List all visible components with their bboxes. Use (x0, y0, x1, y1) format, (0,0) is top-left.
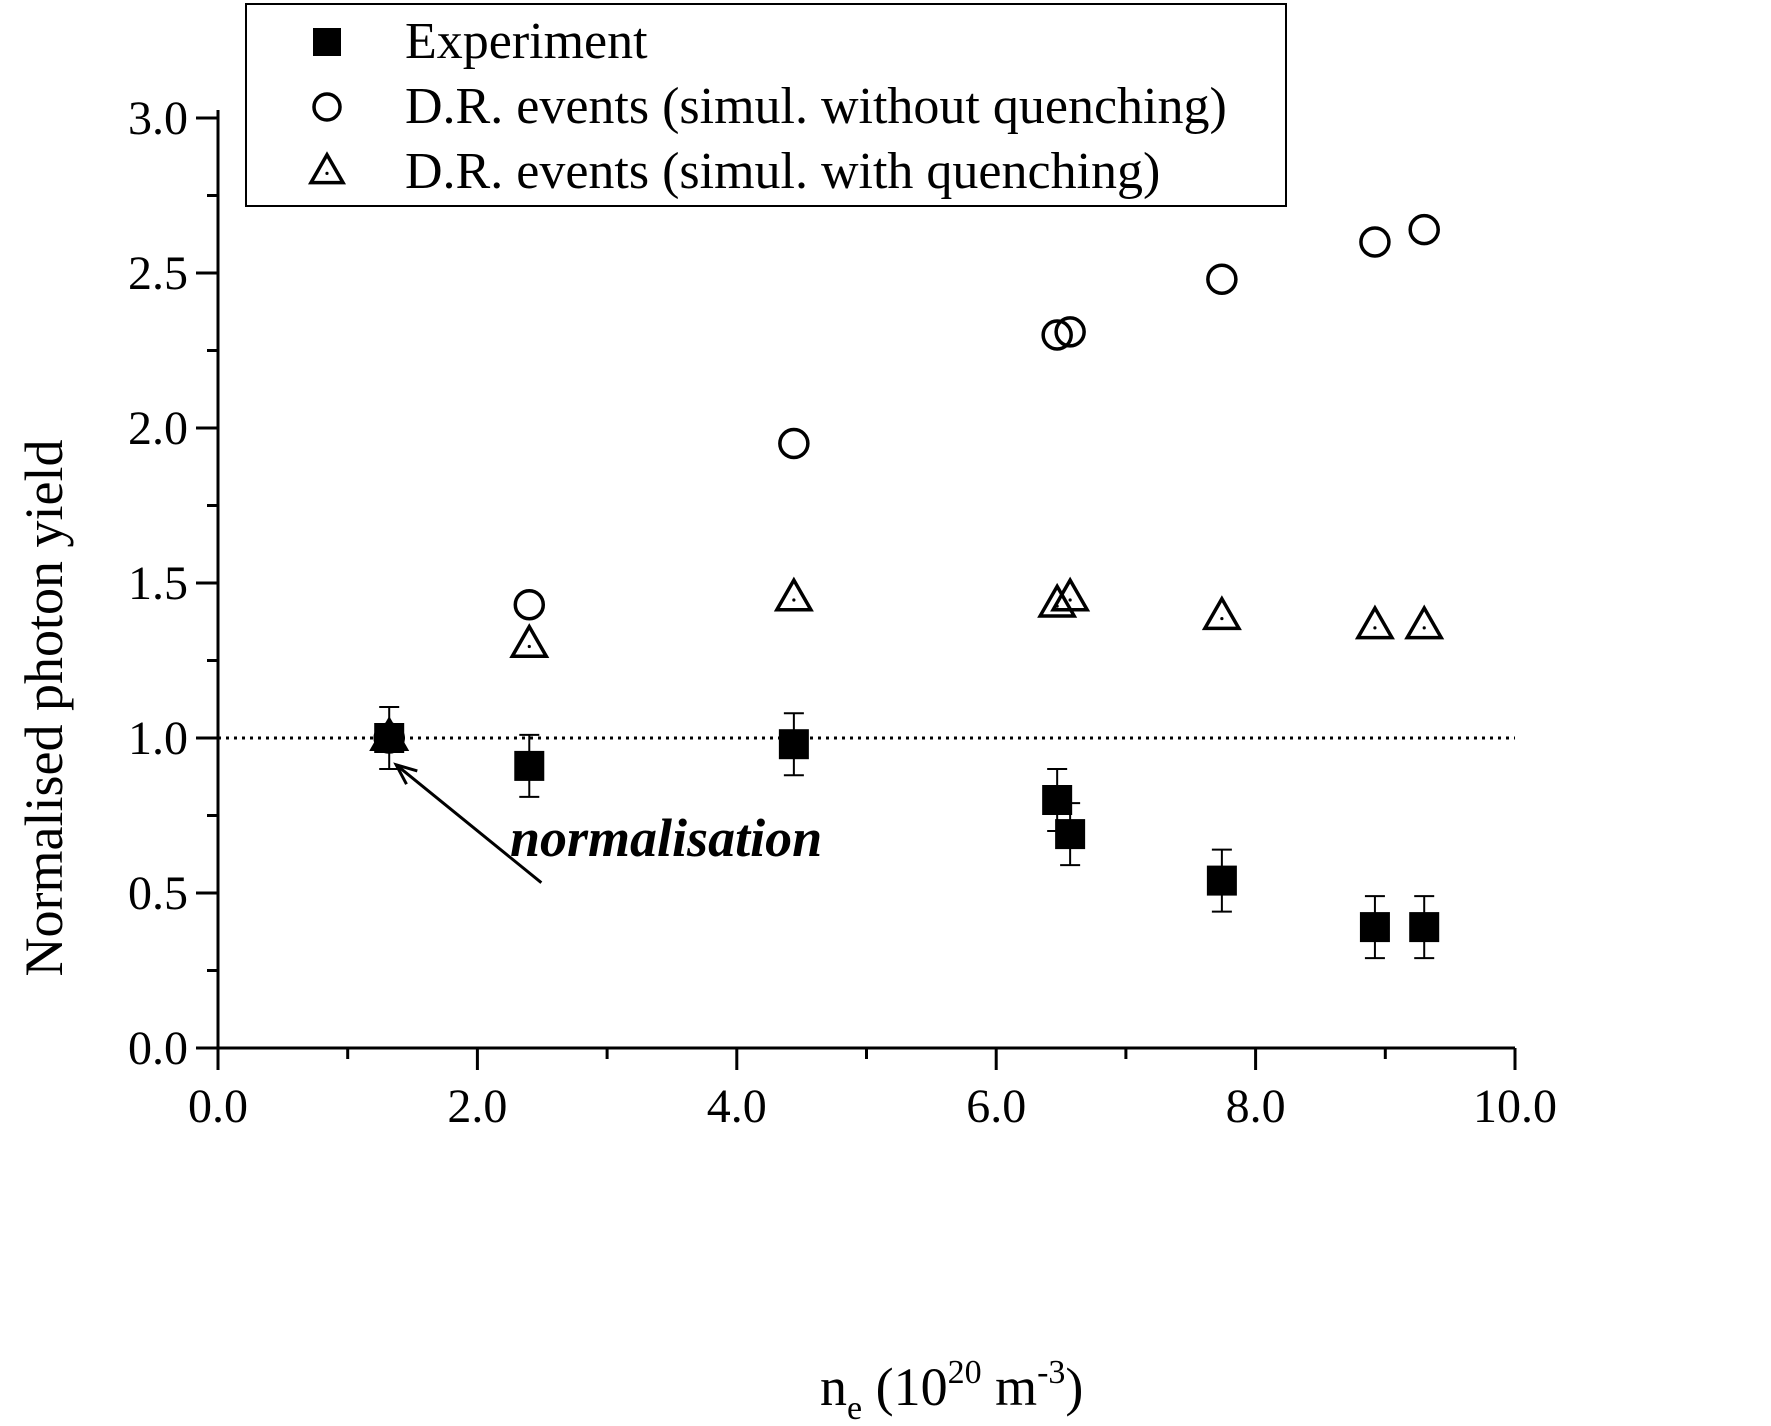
annotation-arrowhead (393, 762, 418, 785)
legend-marker-quench (307, 151, 347, 185)
legend-marker-experiment (313, 28, 341, 56)
x-tick-label: 0.0 (188, 1080, 248, 1133)
no-quench-point (1206, 263, 1238, 295)
experiment-point (514, 750, 545, 781)
quench-point (773, 576, 814, 612)
quench-point (1354, 604, 1395, 640)
x-axis-title-main: n (820, 1357, 847, 1417)
y-tick-label: 1.0 (128, 712, 188, 765)
quench-point-dot (1422, 626, 1426, 630)
no-quench-point (778, 427, 810, 460)
experiment-point (778, 729, 809, 760)
quench-point (1037, 582, 1078, 618)
quench-point-dot (1220, 616, 1224, 621)
legend: Experiment D.R. events (simul. without qu… (245, 3, 1287, 207)
quench-point (1201, 595, 1242, 631)
legend-label: D.R. events (simul. without quenching) (405, 78, 1227, 135)
x-axis-title-post: ) (1065, 1357, 1083, 1417)
y-axis-title: Normalised photon yield (14, 440, 74, 977)
legend-marker-no-quench (312, 92, 342, 122)
y-tick-label: 3.0 (128, 92, 188, 145)
no-quench-point (373, 722, 405, 754)
annotation-text: normalisation (510, 808, 822, 868)
y-tick-label: 0.5 (128, 867, 188, 920)
quench-point-dot (1068, 598, 1072, 602)
legend-label: Experiment (405, 13, 648, 70)
plot-area: 0.0 0.5 1.0 1.5 2.0 2.5 3.0 0.0 2.0 4.0 6.0 8.0 10.0… (128, 92, 1557, 1133)
x-axis-title-pre: (10 (862, 1357, 947, 1417)
experiment-point (1409, 912, 1440, 943)
x-axis-title-mid: m (982, 1357, 1038, 1417)
x-tick-label: 2.0 (447, 1080, 507, 1133)
no-quench-point (1359, 226, 1391, 258)
x-axis-title-sup1: 20 (948, 1354, 982, 1391)
series-open-triangle (369, 576, 1445, 751)
quench-point (369, 716, 410, 751)
quench-point-dot (527, 644, 531, 649)
experiment-point (1359, 912, 1390, 943)
x-axis-title-sup2: -3 (1037, 1354, 1065, 1391)
annotation-arrow (395, 763, 543, 884)
y-tick-label: 2.5 (128, 247, 188, 300)
legend-label: D.R. events (simul. with quenching) (405, 143, 1160, 200)
y-tick-label: 1.5 (128, 557, 188, 610)
no-quench-point (1054, 316, 1086, 348)
quench-point-dot (792, 598, 796, 602)
no-quench-point (513, 588, 546, 621)
x-axis-title: ne (1020 m-3) (820, 1354, 1083, 1426)
series-open-circle (373, 213, 1440, 754)
quench-point-dot (387, 737, 391, 742)
legend-marker-quench-dot (325, 171, 329, 175)
quench-point (1050, 576, 1091, 612)
x-axis-title-sub: e (847, 1390, 862, 1426)
no-quench-point (1041, 319, 1073, 351)
y-tick-label: 0.0 (128, 1022, 188, 1075)
experiment-point (1055, 819, 1086, 850)
legend-box (245, 3, 1287, 207)
experiment-point (1042, 785, 1073, 815)
x-tick-label: 8.0 (1226, 1080, 1286, 1133)
x-tick-label: 10.0 (1473, 1080, 1557, 1133)
quench-point (509, 623, 550, 658)
x-tick-label: 6.0 (966, 1080, 1026, 1133)
y-tick-label: 2.0 (128, 402, 188, 455)
quench-point (1404, 604, 1445, 640)
quench-point-dot (1373, 626, 1377, 630)
x-tick-label: 4.0 (707, 1080, 767, 1133)
no-quench-point (1408, 213, 1440, 246)
experiment-point (1206, 865, 1237, 896)
